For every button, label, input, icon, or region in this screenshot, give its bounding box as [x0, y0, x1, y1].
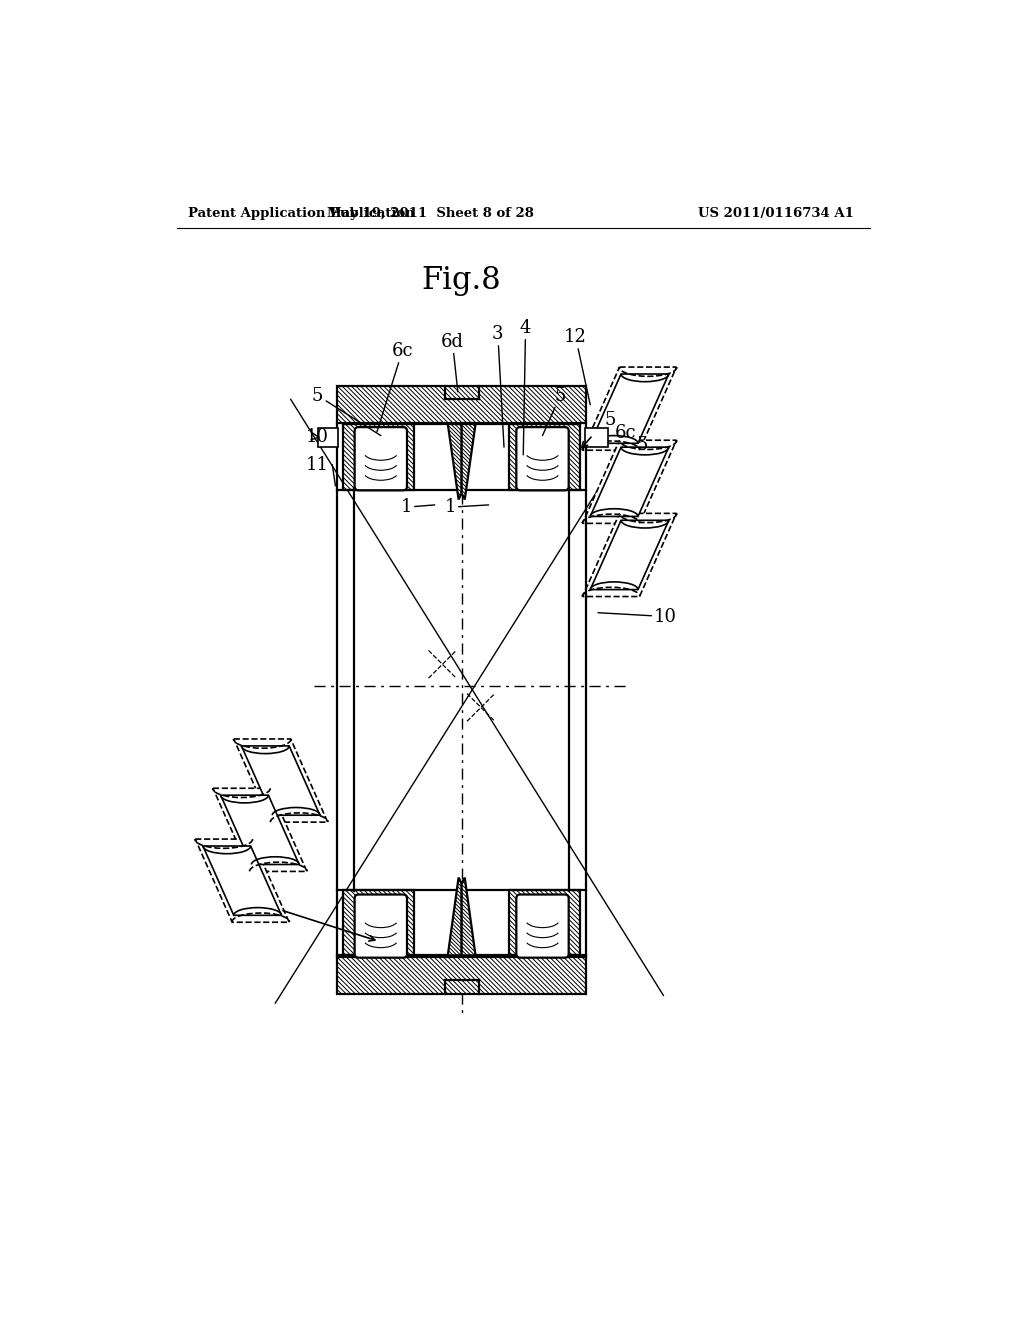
Polygon shape: [509, 890, 581, 956]
Text: 6c: 6c: [614, 424, 637, 441]
Polygon shape: [590, 447, 669, 516]
Text: 5: 5: [543, 387, 566, 436]
Polygon shape: [447, 878, 462, 956]
Polygon shape: [343, 890, 414, 956]
Text: 5: 5: [312, 387, 381, 436]
Text: 4: 4: [520, 319, 531, 455]
Text: 5: 5: [637, 436, 648, 454]
Bar: [337, 385, 587, 994]
Text: 10: 10: [598, 607, 677, 626]
Polygon shape: [233, 739, 328, 822]
Polygon shape: [590, 374, 669, 444]
Polygon shape: [590, 520, 669, 590]
Text: 11: 11: [306, 455, 329, 474]
Polygon shape: [462, 878, 475, 956]
Polygon shape: [317, 428, 339, 447]
Polygon shape: [242, 746, 319, 816]
Polygon shape: [337, 957, 587, 994]
FancyBboxPatch shape: [354, 895, 407, 958]
Text: 10: 10: [306, 428, 329, 446]
Polygon shape: [213, 788, 307, 871]
FancyBboxPatch shape: [516, 428, 568, 490]
Polygon shape: [583, 513, 677, 597]
Text: Patent Application Publication: Patent Application Publication: [188, 207, 415, 220]
Text: 6c: 6c: [377, 342, 413, 432]
Polygon shape: [337, 385, 587, 422]
Text: 12: 12: [564, 329, 590, 405]
Text: 6d: 6d: [441, 333, 464, 392]
Polygon shape: [447, 424, 462, 499]
Text: Fig.8: Fig.8: [422, 264, 502, 296]
Text: 1: 1: [400, 498, 435, 516]
Polygon shape: [583, 441, 677, 524]
Polygon shape: [220, 795, 299, 865]
FancyBboxPatch shape: [354, 428, 407, 490]
Polygon shape: [343, 424, 414, 490]
Text: 1: 1: [444, 498, 488, 516]
Text: May 19, 2011  Sheet 8 of 28: May 19, 2011 Sheet 8 of 28: [328, 207, 535, 220]
Polygon shape: [583, 367, 677, 450]
Text: 3: 3: [493, 325, 504, 447]
Text: US 2011/0116734 A1: US 2011/0116734 A1: [698, 207, 854, 220]
Polygon shape: [585, 428, 608, 447]
Text: 5: 5: [604, 412, 616, 429]
Polygon shape: [509, 424, 581, 490]
Polygon shape: [203, 846, 282, 915]
Polygon shape: [196, 840, 289, 923]
Polygon shape: [462, 424, 475, 499]
FancyBboxPatch shape: [516, 895, 568, 958]
